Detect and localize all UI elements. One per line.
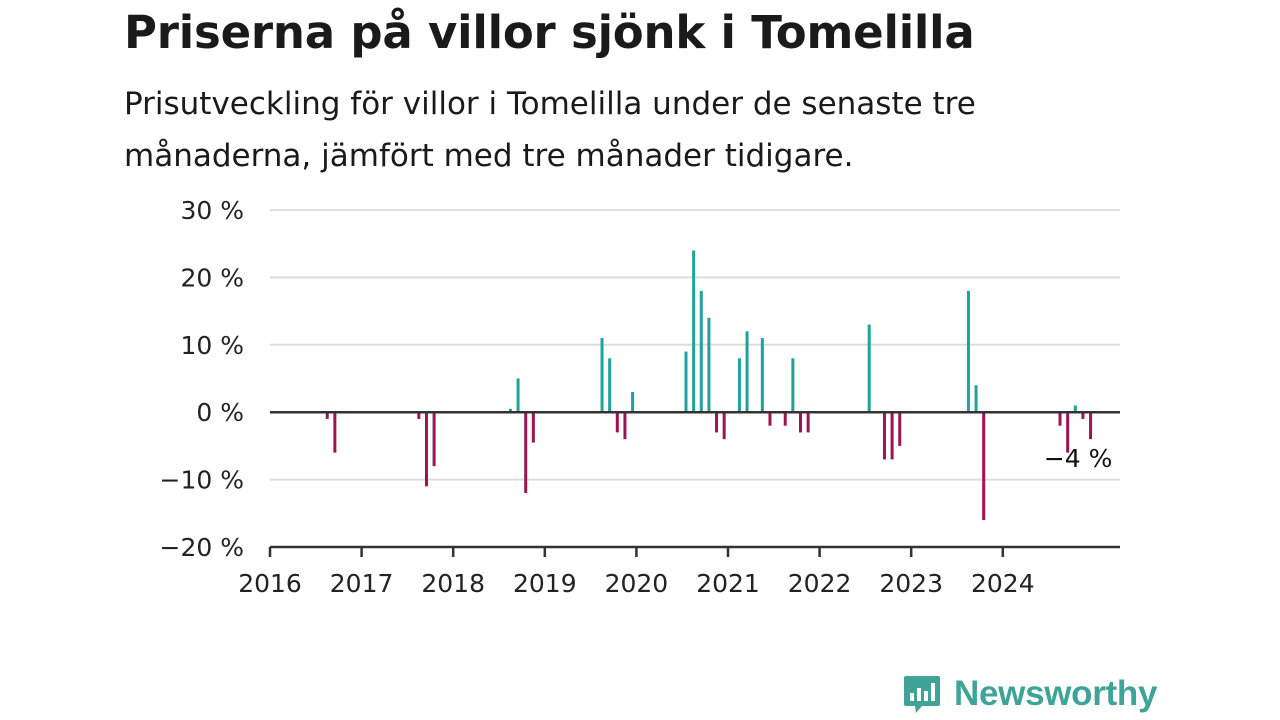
bar-chart: 30 %20 %10 %0 %−10 %−20 % 2016 2017 2018 20…: [160, 196, 1120, 598]
bar: [1081, 412, 1085, 419]
bar: [600, 338, 604, 413]
bar: [974, 385, 978, 413]
chart-subtitle: Prisutveckling för villor i Tomelilla un…: [124, 86, 976, 174]
bar: [768, 412, 772, 426]
bar: [684, 351, 688, 413]
bar: [707, 317, 711, 413]
x-tick-label: 2020: [605, 569, 669, 598]
bar: [699, 290, 703, 413]
bar: [715, 412, 719, 433]
bar: [737, 358, 741, 413]
x-tick-label: 2023: [879, 569, 943, 598]
x-tick-label: 2019: [513, 569, 577, 598]
bar: [1089, 412, 1093, 440]
logo-text: Newsworthy: [954, 674, 1158, 713]
bar: [608, 358, 612, 413]
bar: [867, 324, 871, 413]
bar: [692, 250, 696, 413]
y-tick-label: −20 %: [160, 533, 244, 562]
bars: [325, 250, 1093, 521]
y-tick-label: 0 %: [196, 398, 244, 427]
bar: [516, 378, 520, 413]
bar: [783, 412, 787, 426]
bar: [722, 412, 726, 440]
bar: [890, 412, 894, 460]
y-tick-label: 20 %: [180, 263, 244, 292]
bar: [424, 412, 428, 487]
bar: [432, 412, 436, 467]
last-value-annotation: −4 %: [1044, 444, 1113, 473]
newsworthy-logo[interactable]: Newsworthy: [902, 670, 1157, 718]
bar: [760, 338, 764, 413]
x-tick-label: 2024: [971, 569, 1035, 598]
x-tick-label: 2022: [788, 569, 852, 598]
x-tick-label: 2016: [238, 569, 302, 598]
bar: [615, 412, 619, 433]
bar: [1058, 412, 1062, 426]
bar: [745, 331, 749, 413]
bar: [623, 412, 627, 440]
bar: [791, 358, 795, 413]
bar: [1066, 412, 1070, 453]
bar: [508, 408, 512, 413]
x-axis: 2016 2017 2018 2019 2020 2021 2022 2023 2024: [238, 545, 1120, 598]
bar: [966, 290, 970, 413]
bar: [806, 412, 810, 433]
newsworthy-logo-icon: [904, 676, 940, 713]
x-tick-label: 2018: [421, 569, 485, 598]
y-tick-label: 30 %: [180, 196, 244, 225]
x-tick-label: 2017: [330, 569, 394, 598]
y-tick-label: 10 %: [180, 331, 244, 360]
chart-title: Priserna på villor sjönk i Tomelilla: [124, 6, 975, 59]
y-axis-ticks: 30 % 20 % 10 % 0 % −10 % −20 %: [160, 196, 244, 562]
annotations: −4 %: [1044, 444, 1113, 473]
bar: [531, 412, 535, 443]
bar: [799, 412, 802, 433]
bar: [333, 412, 337, 453]
y-tick-label: −10 %: [160, 466, 244, 495]
bar: [417, 412, 421, 419]
x-tick-label: 2021: [696, 569, 760, 598]
bar: [898, 412, 902, 446]
bar: [524, 412, 528, 494]
bar: [325, 412, 329, 419]
bar: [631, 391, 635, 413]
bar: [982, 412, 986, 521]
bar: [1073, 405, 1077, 413]
bar: [882, 412, 886, 460]
